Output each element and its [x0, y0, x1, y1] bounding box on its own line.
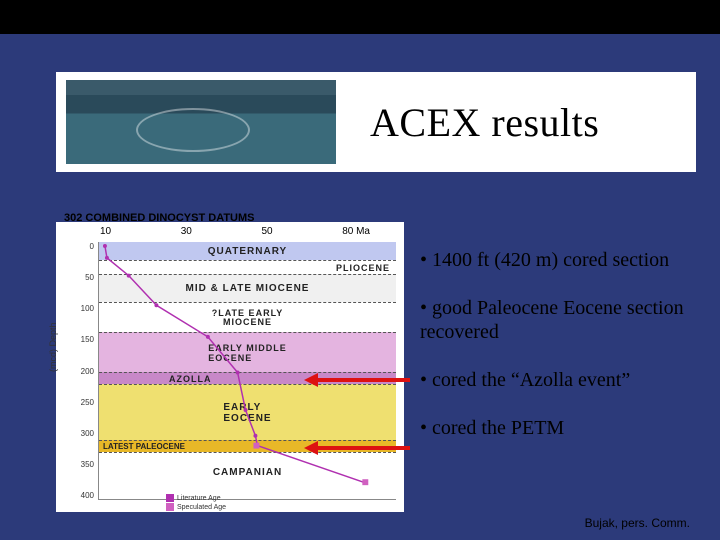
xtick: 30 — [181, 226, 192, 237]
slide-title: ACEX results — [370, 99, 599, 146]
band-mid-miocene: MID & LATE MIOCENE — [99, 274, 396, 302]
band-quaternary: QUATERNARY — [99, 242, 396, 260]
arrow-azolla — [316, 378, 410, 382]
bullet-3: • cored the “Azolla event” — [420, 368, 710, 392]
band-campanian: CAMPANIAN — [99, 452, 396, 492]
bullet-list: • 1400 ft (420 m) cored section • good P… — [420, 248, 710, 464]
arrow-petm — [316, 446, 410, 450]
citation: Bujak, pers. Comm. — [585, 516, 690, 530]
band-late-early-miocene: ?LATE EARLY MIOCENE — [99, 302, 396, 332]
ytick: 50 — [78, 273, 94, 282]
stratigraphy-chart: 302 COMBINED DINOCYST DATUMS 10 30 50 80… — [56, 222, 404, 512]
ytick: 150 — [78, 335, 94, 344]
ytick: 350 — [78, 460, 94, 469]
y-axis-ticks: 0 50 100 150 200 250 300 350 400 — [78, 242, 94, 500]
bullet-2: • good Paleocene Eocene section recovere… — [420, 296, 710, 344]
ytick: 300 — [78, 429, 94, 438]
ytick: 100 — [78, 304, 94, 313]
title-panel: ACEX results — [56, 72, 696, 172]
xtick: 80 Ma — [342, 226, 370, 237]
bullet-1: • 1400 ft (420 m) cored section — [420, 248, 710, 272]
chart-legend: Literature Age Speculated Age — [166, 494, 226, 512]
x-axis-ticks: 10 30 50 80 Ma — [100, 226, 370, 237]
top-black-band — [0, 0, 720, 34]
header-image — [66, 80, 336, 164]
ytick: 400 — [78, 491, 94, 500]
band-pliocene: PLIOCENE — [99, 260, 396, 274]
chart-plot-area: QUATERNARY PLIOCENE MID & LATE MIOCENE ?… — [98, 242, 396, 500]
xtick: 50 — [261, 226, 272, 237]
ytick: 200 — [78, 367, 94, 376]
ytick: 0 — [78, 242, 94, 251]
y-axis-label: (mcd) Depth — [48, 322, 58, 372]
chart-title: 302 COMBINED DINOCYST DATUMS — [64, 212, 254, 224]
band-early-eocene: EARLY EOCENE — [99, 384, 396, 440]
band-early-mid-eocene: EARLY MIDDLE EOCENE — [99, 332, 396, 372]
ytick: 250 — [78, 398, 94, 407]
bullet-4: • cored the PETM — [420, 416, 710, 440]
xtick: 10 — [100, 226, 111, 237]
